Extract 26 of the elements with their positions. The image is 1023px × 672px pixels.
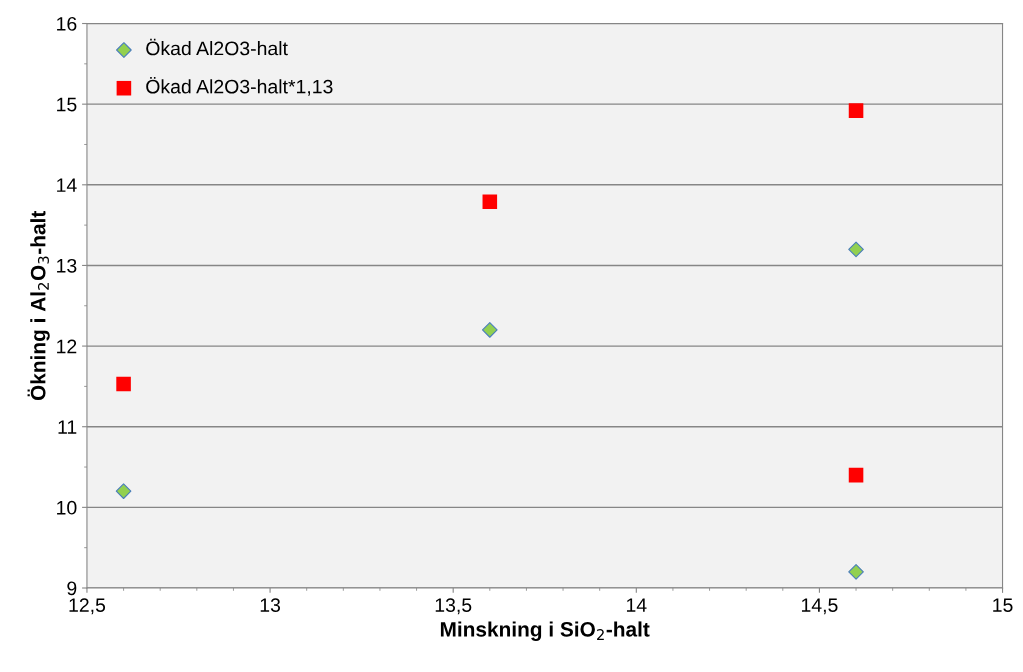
x-tick-label: 14 — [626, 598, 647, 612]
y-tick-label: 12 — [57, 339, 77, 354]
x-tick-label: 14,5 — [801, 598, 838, 615]
point — [482, 194, 498, 210]
y-tick-label: 15 — [57, 97, 77, 112]
point — [848, 241, 864, 258]
y-tick-label: 11 — [58, 420, 77, 434]
y-tick-label: 14 — [57, 178, 77, 192]
point — [116, 376, 131, 392]
point — [481, 322, 498, 338]
y-tick-label: 13 — [57, 258, 77, 273]
y-axis-title: Ökning i Al$_{2}$O$_{3}$-halt — [27, 210, 50, 401]
y-tick-label: 16 — [57, 16, 77, 31]
x-tick-label: 12,5 — [69, 598, 106, 615]
x-tick-label: 15 — [993, 598, 1013, 612]
point — [115, 483, 132, 500]
legend-label: Ökad Al2O3-halt*1,13 — [146, 77, 333, 96]
x-tick-label: 13,5 — [435, 598, 472, 615]
point — [848, 467, 864, 483]
legend-label: Ökad Al2O3-halt — [146, 38, 288, 56]
point — [848, 103, 864, 118]
point — [848, 564, 864, 580]
y-tick-label: 10 — [57, 500, 77, 515]
x-axis-title: Minskning i SiO$_{2}$-halt — [440, 621, 650, 641]
x-tick-label: 13 — [260, 598, 281, 612]
y-tick-label: 9 — [67, 581, 77, 596]
